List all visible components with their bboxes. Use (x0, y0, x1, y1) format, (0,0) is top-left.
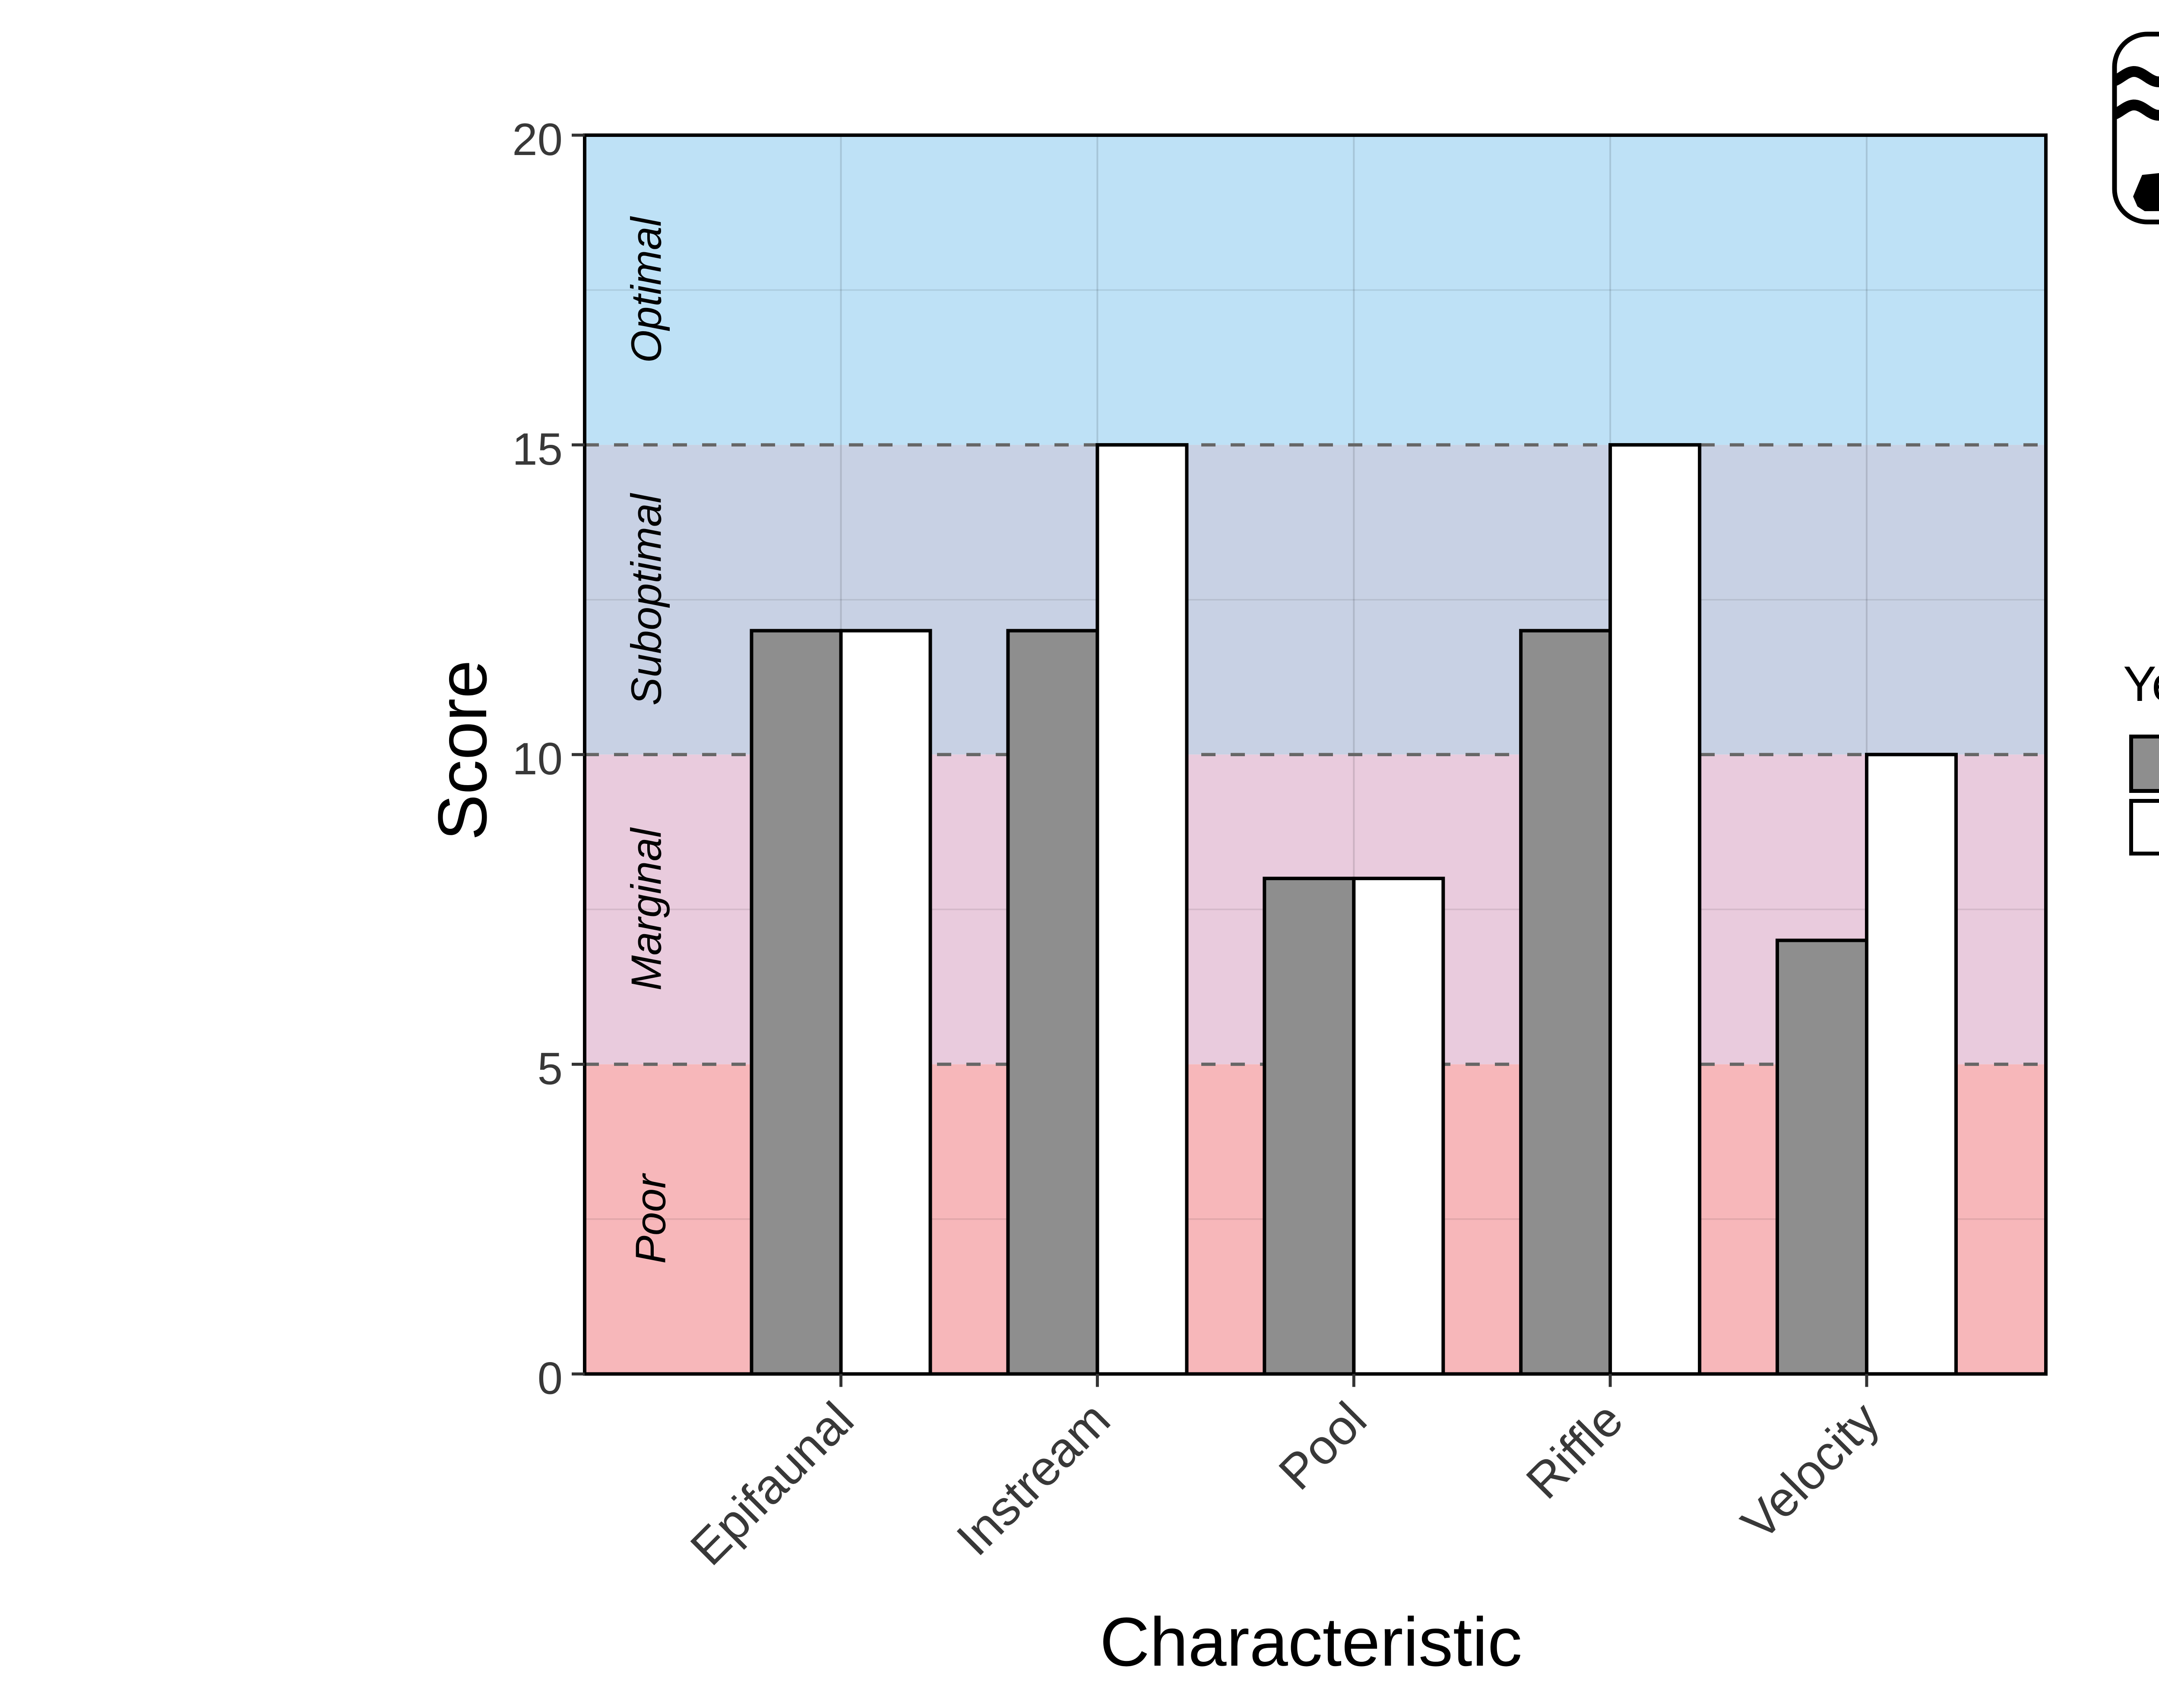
svg-text:Score: Score (424, 660, 501, 840)
svg-text:Year: Year (2123, 656, 2159, 712)
svg-text:0: 0 (538, 1353, 563, 1404)
svg-text:15: 15 (512, 424, 563, 475)
svg-text:Suboptimal: Suboptimal (622, 493, 670, 706)
svg-text:Optimal: Optimal (622, 216, 670, 363)
svg-text:5: 5 (538, 1043, 563, 1094)
svg-text:20: 20 (512, 114, 563, 165)
svg-text:Characteristic: Characteristic (1100, 1603, 1522, 1680)
svg-text:Poor: Poor (627, 1173, 674, 1264)
svg-text:10: 10 (512, 734, 563, 784)
svg-text:Marginal: Marginal (622, 827, 670, 991)
